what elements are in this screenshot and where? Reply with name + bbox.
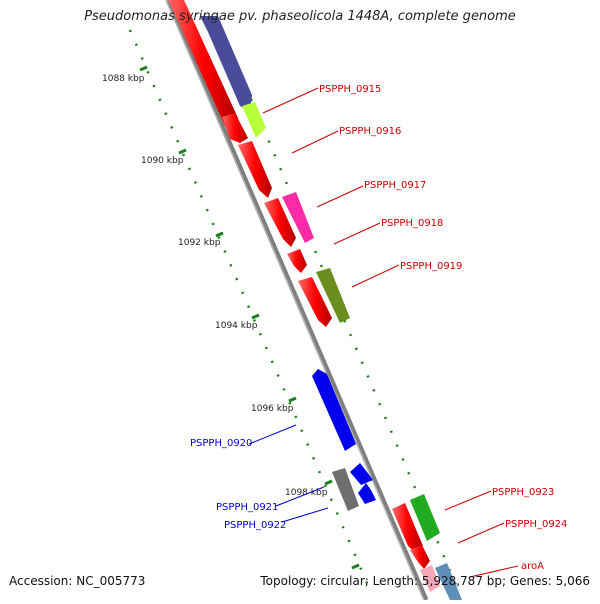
gene-arrow[interactable]	[435, 563, 462, 600]
gene-leader	[281, 507, 329, 523]
gene-arrow[interactable]	[392, 503, 423, 554]
gene-leader	[333, 222, 381, 245]
gene-arrow[interactable]	[238, 141, 272, 198]
gene-leader	[351, 264, 400, 288]
gene-arrow[interactable]	[332, 468, 359, 511]
gene-arrow[interactable]	[410, 545, 430, 569]
gene-leader	[275, 486, 325, 507]
gene-label[interactable]: PSPPH_0920	[190, 438, 252, 449]
kbp-label: 1096 kbp	[251, 404, 294, 414]
genome-backbone-highlight	[165, 0, 425, 601]
gene-label[interactable]: PSPPH_0917	[364, 180, 426, 191]
kbp-label: 1094 kbp	[215, 321, 258, 331]
gene-arrow[interactable]	[282, 192, 314, 243]
gene-arrow[interactable]	[200, 16, 252, 112]
gene-leader	[262, 87, 319, 114]
gene-label[interactable]: PSPPH_0924	[505, 519, 567, 530]
gene-arrow[interactable]	[264, 198, 296, 247]
kbp-label: 1092 kbp	[178, 238, 221, 248]
gene-label[interactable]: PSPPH_0915	[319, 84, 381, 95]
gene-arrow[interactable]	[222, 113, 248, 143]
gene-label[interactable]: PSPPH_0923	[492, 487, 554, 498]
kbp-tick-mark	[215, 231, 224, 238]
kbp-tick-mark	[251, 313, 260, 320]
kbp-tick-mark	[351, 563, 360, 570]
gene-track	[168, 0, 462, 600]
gene-leader	[291, 130, 339, 154]
gene-arrow[interactable]	[168, 0, 238, 138]
gene-arrow[interactable]	[287, 249, 307, 273]
gene-arrow[interactable]	[420, 565, 440, 592]
gene-label[interactable]: aroA	[521, 561, 544, 572]
map-title: Pseudomonas syringae pv. phaseolicola 14…	[84, 9, 516, 24]
kbp-tick-mark	[288, 396, 297, 403]
gene-label[interactable]: PSPPH_0922	[224, 520, 286, 531]
gene-leader	[457, 522, 505, 544]
gene-leader	[469, 565, 519, 578]
gene-arrow[interactable]	[358, 483, 376, 504]
gene-arrow[interactable]	[242, 102, 266, 138]
topology-text: Topology: circular; Length: 5,928,787 bp…	[260, 574, 590, 588]
genome-backbone	[165, 0, 429, 601]
gene-arrow[interactable]	[312, 369, 356, 451]
accession-text: Accession: NC_005773	[9, 574, 146, 588]
gene-arrow[interactable]	[316, 268, 350, 323]
kbp-label: 1090 kbp	[141, 156, 184, 166]
gene-arrow[interactable]	[298, 277, 332, 327]
gene-label[interactable]: PSPPH_0918	[381, 218, 443, 229]
gene-arrow[interactable]	[410, 494, 440, 541]
kbp-tick-mark	[139, 65, 148, 72]
gene-label[interactable]: PSPPH_0919	[400, 261, 462, 272]
kbp-tick-mark	[324, 479, 333, 486]
gene-arrow[interactable]	[350, 463, 373, 485]
gene-leader	[316, 185, 364, 208]
kbp-tick-mark	[178, 148, 187, 155]
gene-leader	[444, 490, 492, 511]
gene-label[interactable]: PSPPH_0921	[216, 502, 278, 513]
kbp-label: 1088 kbp	[102, 74, 145, 84]
kbp-label: 1098 kbp	[285, 488, 328, 498]
gene-label[interactable]: PSPPH_0916	[339, 126, 401, 137]
gene-leader	[248, 424, 297, 445]
